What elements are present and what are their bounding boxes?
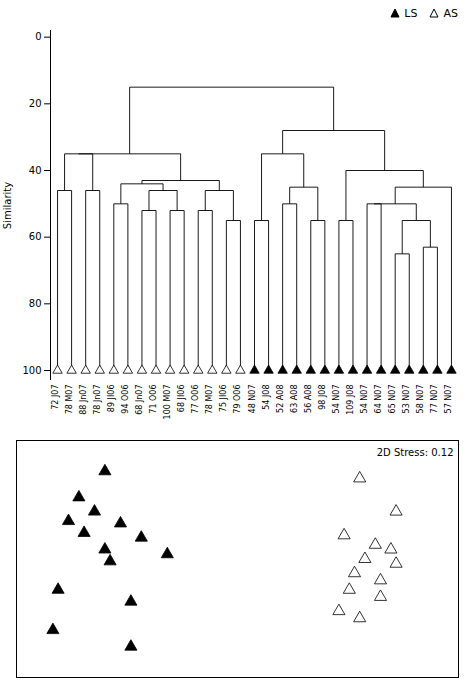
svg-text:Similarity: Similarity [2,182,13,229]
svg-text:40: 40 [29,165,42,176]
svg-text:109 J08: 109 J08 [346,385,355,415]
svg-text:20: 20 [29,98,42,109]
svg-text:57 N07: 57 N07 [444,385,453,414]
svg-text:60: 60 [29,231,42,242]
svg-text:54 N07: 54 N07 [332,385,341,414]
svg-text:54 N07: 54 N07 [360,385,369,414]
svg-text:100: 100 [22,365,41,376]
svg-text:80: 80 [29,298,42,309]
svg-text:52 A08: 52 A08 [276,385,285,413]
svg-text:71 O06: 71 O06 [149,385,158,414]
svg-text:75 JI06: 75 JI06 [219,385,228,413]
svg-text:94 O06: 94 O06 [121,385,130,414]
svg-text:58 N07: 58 N07 [416,385,425,414]
svg-text:53 N07: 53 N07 [402,385,411,414]
svg-text:48 N07: 48 N07 [248,385,257,414]
svg-text:63 A08: 63 A08 [290,385,299,413]
svg-text:2D Stress: 0.12: 2D Stress: 0.12 [377,447,454,458]
svg-text:78 M07: 78 M07 [65,385,74,415]
svg-text:88 Jn07: 88 Jn07 [79,385,88,415]
svg-text:89 JI06: 89 JI06 [107,385,116,413]
html-text:AS: AS [443,6,458,20]
svg-text:54 J08: 54 J08 [262,385,271,410]
svg-text:77 N07: 77 N07 [430,385,439,414]
svg-text:98 J08: 98 J08 [318,385,327,410]
svg-text:78 Jn07: 78 Jn07 [93,385,102,415]
svg-text:64 N07: 64 N07 [374,385,383,414]
svg-text:56 A08: 56 A08 [304,385,313,413]
svg-text:68 Jn07: 68 Jn07 [135,385,144,415]
svg-text:68 JI06: 68 JI06 [177,385,186,413]
svg-text:78 M07: 78 M07 [205,385,214,415]
html-text:LS: LS [404,6,418,20]
svg-text:100 M07: 100 M07 [163,385,172,420]
svg-text:0: 0 [35,31,41,42]
svg-text:65 N07: 65 N07 [388,385,397,414]
svg-text:79 O06: 79 O06 [233,385,242,414]
svg-text:72 J07: 72 J07 [51,385,60,410]
svg-text:77 O06: 77 O06 [191,385,200,414]
